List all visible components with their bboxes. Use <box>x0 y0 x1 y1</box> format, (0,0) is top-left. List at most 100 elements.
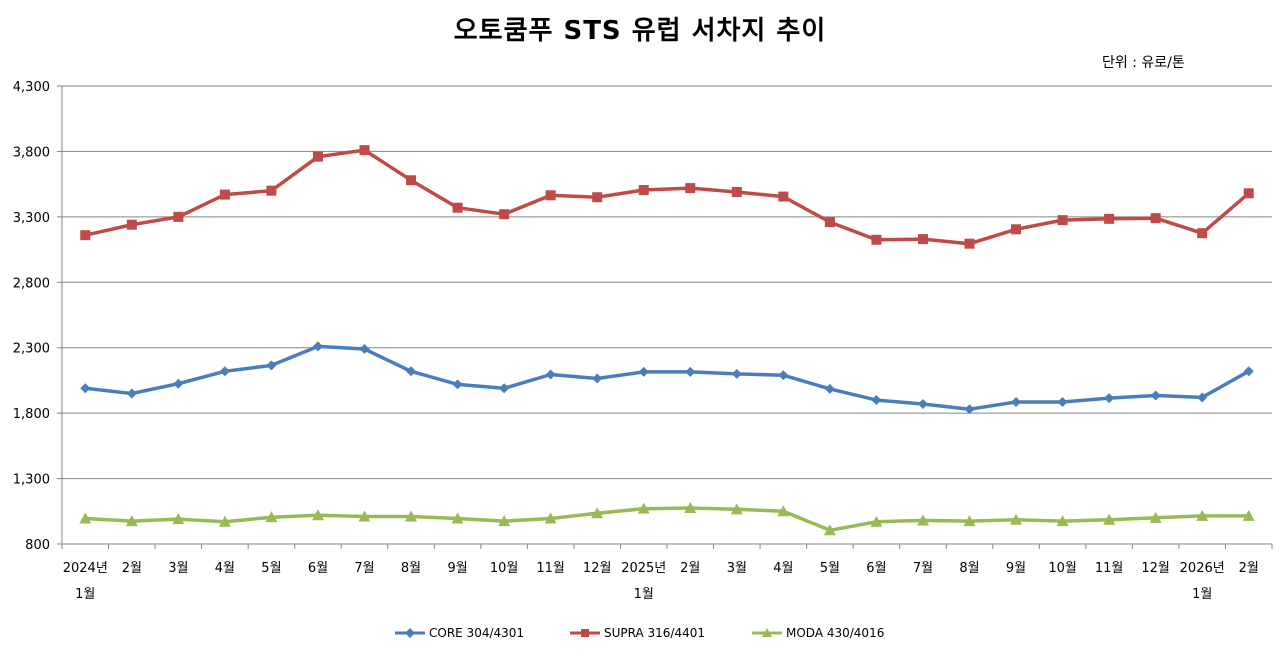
legend-moda-marker-icon <box>752 628 782 637</box>
data-point <box>685 366 696 377</box>
data-point <box>1197 392 1208 403</box>
data-point <box>1057 215 1068 226</box>
data-point <box>916 514 929 526</box>
data-point <box>173 211 184 222</box>
data-point <box>359 344 370 355</box>
data-point <box>778 370 789 381</box>
x-tick-label: 6월 <box>866 561 886 576</box>
x-tick-label: 5월 <box>820 561 840 576</box>
legend-core-label: CORE 304/4301 <box>429 626 525 640</box>
data-point <box>638 366 649 377</box>
data-point <box>638 185 649 196</box>
data-point <box>1010 513 1023 525</box>
data-point <box>1103 513 1116 525</box>
x-tick-label: 7월 <box>913 561 933 576</box>
x-tick-label: 4월 <box>773 561 793 576</box>
legend-supra-marker-icon <box>570 629 600 637</box>
chart-title: 오토쿰푸 STS 유럽 서차지 추이 <box>453 16 827 46</box>
x-tick-label: 7월 <box>354 561 374 576</box>
data-point <box>358 510 371 522</box>
legend-item-core: CORE 304/4301 <box>395 626 524 640</box>
data-point <box>79 512 92 524</box>
data-point <box>730 503 743 515</box>
x-tick-label: 10월 <box>490 561 519 576</box>
data-point <box>1104 393 1115 404</box>
x-tick-label: 2026년 <box>1180 561 1225 576</box>
x-tick-label: 12월 <box>1141 561 1170 576</box>
data-point <box>406 175 417 186</box>
data-point <box>917 234 928 245</box>
x-tick-label: 9월 <box>1006 561 1026 576</box>
x-tick-label: 2월 <box>122 561 142 576</box>
x-tick-label: 2월 <box>680 561 700 576</box>
legend-moda-label: MODA 430/4016 <box>786 626 885 640</box>
y-tick-label: 1,300 <box>13 473 50 488</box>
x-tick-label: 2024년 <box>63 561 108 576</box>
data-point <box>824 217 835 228</box>
data-point <box>592 373 603 384</box>
data-point <box>778 191 789 202</box>
data-point <box>824 383 835 394</box>
data-point <box>80 230 91 241</box>
data-point <box>637 502 650 514</box>
data-point <box>126 388 137 399</box>
data-point <box>219 189 230 200</box>
data-point <box>359 145 370 156</box>
data-point <box>451 512 464 524</box>
y-tick-label: 2,300 <box>13 342 50 357</box>
data-point <box>917 398 928 409</box>
data-point <box>312 151 323 162</box>
x-tick-label: 2025년 <box>621 561 666 576</box>
data-point <box>499 209 510 220</box>
x-tick-label: 8월 <box>401 561 421 576</box>
data-point <box>80 383 91 394</box>
data-point <box>1197 228 1208 239</box>
data-point <box>823 524 836 536</box>
data-point <box>1011 224 1022 235</box>
series-lines <box>79 145 1255 536</box>
y-tick-label: 4,300 <box>13 80 50 95</box>
legend: CORE 304/4301 SUPRA 316/4401 MODA 430/40… <box>0 626 1280 646</box>
data-point <box>405 510 418 522</box>
data-point <box>684 502 697 514</box>
data-point <box>685 183 696 194</box>
series-line <box>85 506 1249 533</box>
data-point <box>452 202 463 213</box>
data-point <box>964 238 975 249</box>
data-point <box>266 185 277 196</box>
unit-label: 단위 : 유로/톤 <box>1102 55 1185 71</box>
x-tick-label: 1월 <box>75 587 95 602</box>
x-tick-label: 2월 <box>1239 561 1259 576</box>
legend-item-supra: SUPRA 316/4401 <box>570 626 705 640</box>
x-tick-label: 6월 <box>308 561 328 576</box>
series-line <box>84 148 1250 246</box>
x-tick-label: 11월 <box>536 561 565 576</box>
x-tick-label: 3월 <box>727 561 747 576</box>
data-point <box>871 395 882 406</box>
data-point <box>499 383 510 394</box>
y-tick-label: 800 <box>25 538 50 553</box>
data-point <box>406 366 417 377</box>
data-point <box>173 378 184 389</box>
data-point <box>1149 511 1162 523</box>
data-point <box>498 515 511 527</box>
data-point <box>870 515 883 527</box>
legend-item-moda: MODA 430/4016 <box>752 626 884 640</box>
x-tick-label: 3월 <box>168 561 188 576</box>
data-point <box>777 505 790 517</box>
x-tick-label: 5월 <box>261 561 281 576</box>
y-tick-label: 3,300 <box>13 211 50 226</box>
data-point <box>125 515 138 527</box>
x-tick-label: 1월 <box>634 587 654 602</box>
data-point <box>1104 213 1115 224</box>
data-point <box>731 368 742 379</box>
x-tick-label: 11월 <box>1095 561 1124 576</box>
data-point <box>1242 509 1255 521</box>
x-tick-label: 8월 <box>959 561 979 576</box>
data-point <box>1243 188 1254 199</box>
data-point <box>218 515 231 527</box>
y-axis-ticks: 4,300 3,800 3,300 2,800 2,300 1,800 1,300 800 <box>13 80 50 553</box>
data-point <box>1150 390 1161 401</box>
y-tick-label: 3,800 <box>13 145 50 160</box>
